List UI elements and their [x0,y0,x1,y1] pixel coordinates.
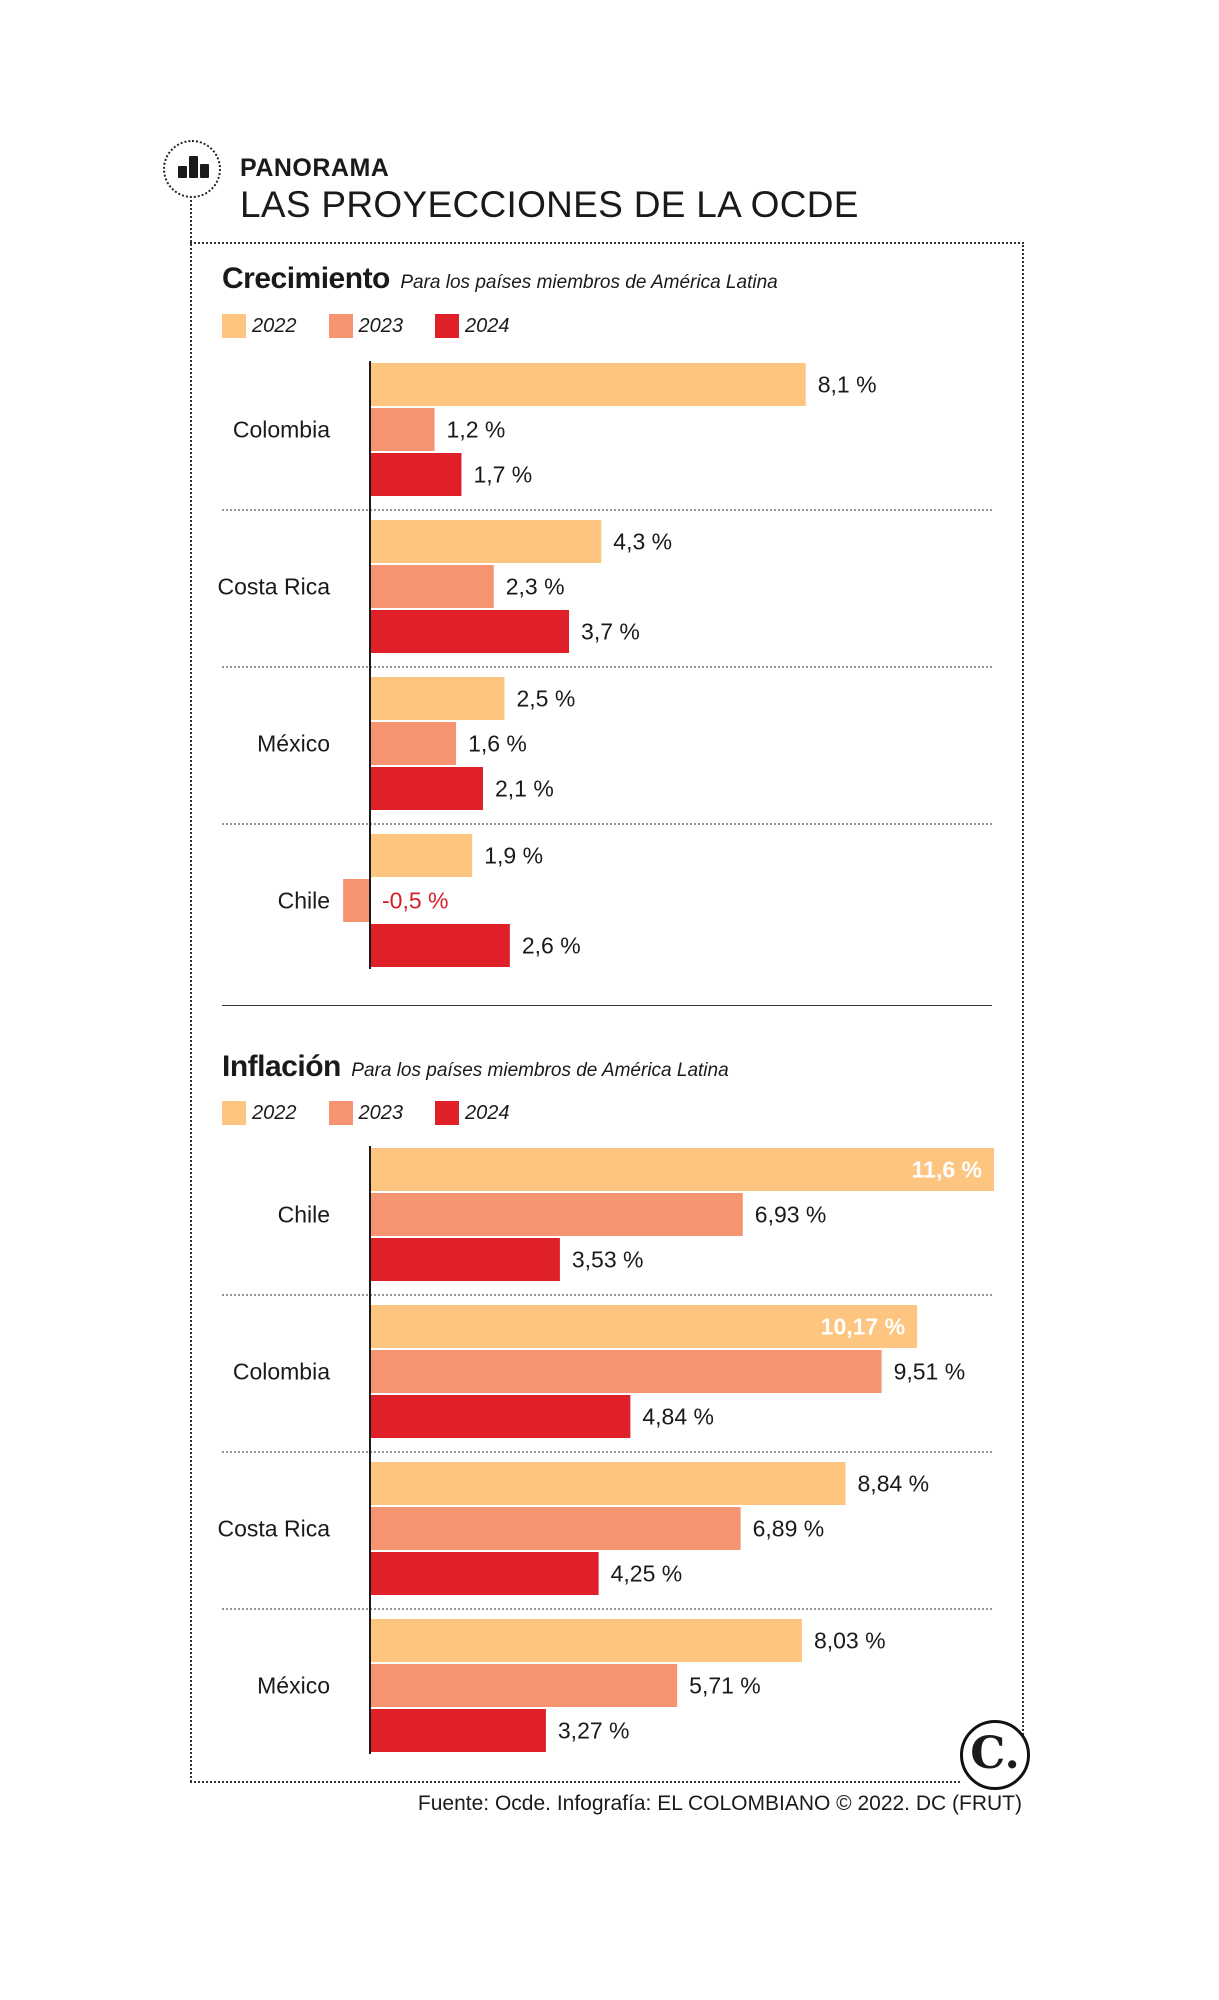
bar-2022 [370,1462,846,1505]
data-label-2023: 2,3 % [506,574,565,600]
bar-2024 [370,1709,546,1752]
data-label-2024: 3,7 % [581,619,640,645]
legend-label: 2022 [252,314,297,337]
legend-swatch [435,314,459,338]
bar-2022 [370,1619,802,1662]
data-label-2023: 9,51 % [894,1359,966,1385]
inflation-section-title: Inflación Para los países miembros de Am… [222,1050,729,1084]
data-label-2024: 4,84 % [642,1404,714,1430]
bar-2023 [370,1193,743,1236]
growth-section-title: Crecimiento Para los países miembros de … [222,262,778,296]
data-label-2024: 2,1 % [495,776,554,802]
bar-2023 [370,722,457,765]
bar-2022 [370,834,473,877]
bar-2023 [370,408,435,451]
data-label-2024: 4,25 % [611,1561,683,1587]
inflation-chart: Chile 11,6 % 6,93 % 3,53 % Colombia 10,17 % 9,… [218,1146,994,1754]
section-divider [222,1005,992,1006]
growth-chart: Colombia 8,1 % 1,2 % 1,7 % Costa Rica 4,3 % 2,… [218,361,992,969]
bar-2023 [370,565,494,608]
bar-2024 [370,767,483,810]
data-label-2022: 4,3 % [613,529,672,555]
legend-swatch [222,1101,246,1125]
legend-label: 2023 [358,314,404,337]
bar-2024 [370,453,462,496]
inflation-title: Inflación [222,1050,341,1083]
inflation-subtitle: Para los países miembros de América Lati… [351,1060,729,1081]
category-label-colombia: Colombia [233,417,330,443]
bar-2022 [370,520,602,563]
data-label-2022: 10,17 % [821,1314,905,1340]
category-label-chile: Chile [278,1202,330,1228]
legend-item-2022: 2022 [222,314,297,338]
bar-2022 [370,1148,994,1191]
legend-item-2022: 2022 [222,1101,297,1125]
data-label-2024: 1,7 % [473,462,532,488]
frame-left-border [190,200,192,1782]
inflation-legend: 2022 2023 2024 [222,1101,542,1125]
page-title: LAS PROYECCIONES DE LA OCDE [240,184,859,225]
category-label-colombia: Colombia [233,1359,330,1385]
legend-swatch [328,314,353,338]
legend-label: 2024 [465,1101,510,1124]
legend-label: 2023 [358,1101,404,1124]
data-label-2024: 3,53 % [572,1247,644,1273]
growth-title: Crecimiento [222,262,390,295]
bar-2023 [370,1507,741,1550]
bar-chart-icon [163,140,221,198]
legend-swatch [222,314,246,338]
legend-swatch [328,1101,353,1125]
legend-item-2023: 2023 [328,1101,404,1125]
data-label-2022: 8,03 % [814,1628,886,1654]
legend-item-2024: 2024 [435,314,510,338]
data-label-2023: 1,6 % [468,731,527,757]
data-label-2022: 1,9 % [484,843,543,869]
legend-label: 2024 [465,314,510,337]
category-label-méxico: México [257,731,330,757]
source-credit: Fuente: Ocde. Infografía: EL COLOMBIANO … [417,1792,1022,1815]
data-label-2023: 6,89 % [753,1516,825,1542]
bar-2024 [370,924,510,967]
data-label-2022: 2,5 % [516,686,575,712]
bar-2024 [370,610,570,653]
bar-2022 [370,677,505,720]
data-label-2023: 5,71 % [689,1673,761,1699]
data-label-2024: 2,6 % [522,933,581,959]
category-label-costa-rica: Costa Rica [218,574,331,600]
bar-2023 [370,1350,882,1393]
frame-right-border [1022,242,1024,1742]
bar-2024 [370,1552,599,1595]
data-label-2023: -0,5 % [382,888,448,914]
category-label-méxico: México [257,1673,330,1699]
category-label-chile: Chile [278,888,330,914]
legend-item-2023: 2023 [328,314,404,338]
data-label-2024: 3,27 % [558,1718,630,1744]
data-label-2023: 6,93 % [755,1202,827,1228]
bar-2024 [370,1395,631,1438]
bar-2022 [370,1305,918,1348]
growth-legend: 2022 2023 2024 [222,314,542,338]
category-label-costa-rica: Costa Rica [218,1516,331,1542]
bar-2023 [343,879,370,922]
growth-subtitle: Para los países miembros de América Lati… [400,272,778,293]
frame-bottom-border [190,1781,960,1783]
bar-2023 [370,1664,678,1707]
bar-2024 [370,1238,560,1281]
legend-item-2024: 2024 [435,1101,510,1125]
data-label-2022: 11,6 % [912,1157,982,1183]
legend-swatch [435,1101,459,1125]
data-label-2022: 8,84 % [858,1471,930,1497]
frame-top-border [190,242,1024,244]
legend-label: 2022 [252,1101,297,1124]
bar-2022 [370,363,806,406]
data-label-2022: 8,1 % [818,372,877,398]
kicker: PANORAMA [240,154,390,182]
el-colombiano-logo: C. [960,1720,1030,1790]
data-label-2023: 1,2 % [447,417,506,443]
